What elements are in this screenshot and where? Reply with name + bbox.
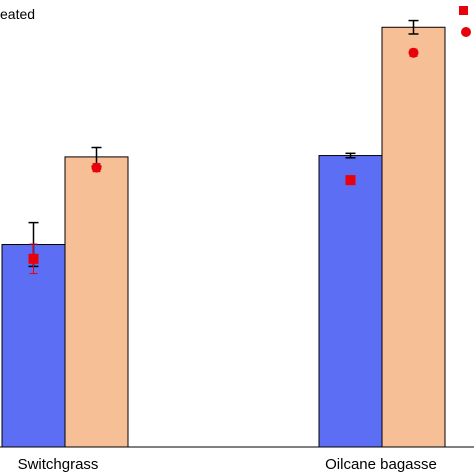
bars-layer: [1, 26, 446, 448]
legend: eated: [0, 6, 471, 37]
bar-series2-oilcane-bagasse: [381, 26, 446, 448]
errorbar-series1-cat2: [345, 152, 356, 159]
marker-circle-cat1: [91, 162, 102, 173]
marker-circle-cat2: [408, 47, 419, 58]
marker-square-cat2: [345, 175, 356, 186]
markers-layer: [28, 47, 419, 264]
bar-series1-switchgrass: [1, 244, 66, 448]
bar-series1-oilcane-bagasse: [318, 155, 383, 448]
legend-square-marker: [459, 6, 468, 15]
errorbar-series2-cat2: [408, 19, 419, 35]
x-tick-label-oilcane-bagasse: Oilcane bagasse: [325, 456, 437, 473]
marker-square-cat1: [28, 253, 39, 264]
bar-series2-switchgrass: [64, 156, 129, 448]
x-tick-label-switchgrass: Switchgrass: [18, 456, 99, 473]
legend-circle-marker: [461, 27, 471, 37]
legend-entry-1-label: eated: [0, 6, 35, 22]
